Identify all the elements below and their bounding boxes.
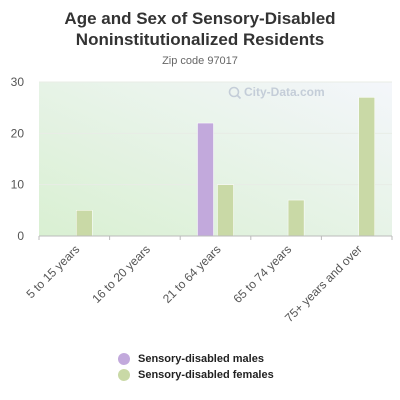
bar-females[interactable]	[358, 97, 375, 237]
grid-lines	[39, 81, 392, 186]
x-tick-label: 5 to 15 years	[23, 242, 82, 301]
chart-legend: Sensory-disabled males Sensory-disabled …	[118, 351, 274, 383]
x-tick-label: 16 to 20 years	[89, 242, 153, 306]
legend-item-females: Sensory-disabled females	[118, 367, 274, 382]
y-tick-label: 10	[11, 178, 25, 192]
x-tick-label: 21 to 64 years	[160, 242, 224, 306]
x-tick-label: 75+ years and over	[282, 242, 365, 325]
chart-subtitle: Zip code 97017	[162, 55, 238, 67]
chart-title-line-2: Noninstitutionalized Residents	[75, 30, 325, 49]
chart-title: Age and Sex of Sensory-Disabled Noninsti…	[0, 8, 400, 50]
y-tick-label: 30	[11, 75, 25, 89]
y-tick-label: 20	[11, 126, 25, 140]
legend-label-males: Sensory-disabled males	[138, 352, 264, 365]
y-tick-label: 0	[17, 229, 24, 243]
legend-swatch-males	[118, 352, 130, 365]
legend-label-females: Sensory-disabled females	[138, 368, 274, 381]
x-tick-label: 65 to 74 years	[231, 242, 295, 306]
watermark-search-icon	[228, 86, 240, 98]
legend-item-males: Sensory-disabled males	[118, 351, 274, 366]
legend-swatch-females	[118, 368, 130, 381]
bar-females[interactable]	[76, 210, 93, 237]
plot-area	[39, 82, 392, 236]
bar-females[interactable]	[287, 199, 305, 237]
watermark-text: City-Data.com	[244, 85, 325, 99]
watermark-search-icon-handle	[236, 94, 242, 100]
bar-males[interactable]	[197, 122, 214, 237]
chart-title-line-1: Age and Sex of Sensory-Disabled	[64, 9, 336, 28]
bar-females[interactable]	[217, 184, 234, 237]
watermark: City-Data.com	[228, 85, 325, 100]
